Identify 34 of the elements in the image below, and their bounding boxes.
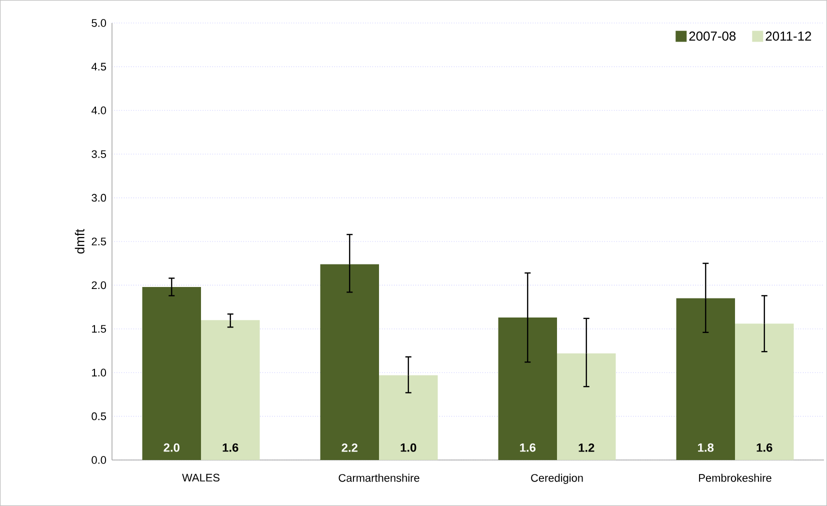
data-label: 1.6 [756,443,772,452]
legend-label: 2007-08 [689,32,736,41]
y-tick-label: 3.0 [92,194,106,202]
y-tick-label: 3.5 [92,150,106,158]
bar [676,298,736,460]
bar [735,324,794,460]
data-label: 1.0 [400,443,416,452]
bar [320,264,380,460]
x-tick-label: Pembrokeshire [699,474,772,482]
x-tick-label: Ceredigion [531,474,583,484]
y-tick-label: 1.5 [92,325,106,333]
y-tick-label: 0.0 [92,456,106,464]
y-axis-title: dmft [74,229,84,254]
legend-label: 2011-12 [766,32,812,41]
y-tick-label: 2.0 [92,281,106,290]
data-label: 1.6 [222,443,238,452]
data-label: 2.0 [164,443,180,452]
x-tick-label: WALES [182,474,220,482]
bar [379,375,438,460]
bar [201,320,260,460]
bar [498,318,558,460]
data-label: 1.8 [698,443,714,452]
data-label: 1.2 [578,443,594,452]
x-tick-label: Carmarthenshire [338,474,420,482]
bar [142,286,201,460]
bar [557,353,616,460]
y-tick-label: 0.5 [92,412,106,420]
data-label: 2.2 [342,443,358,452]
y-tick-label: 1.0 [92,368,106,376]
y-tick-label: 4.0 [91,106,106,114]
y-tick-label: 2.5 [92,238,106,246]
y-tick-label: 5.0 [92,19,106,27]
y-tick-label: 4.5 [91,62,106,71]
data-label: 1.6 [520,443,536,452]
